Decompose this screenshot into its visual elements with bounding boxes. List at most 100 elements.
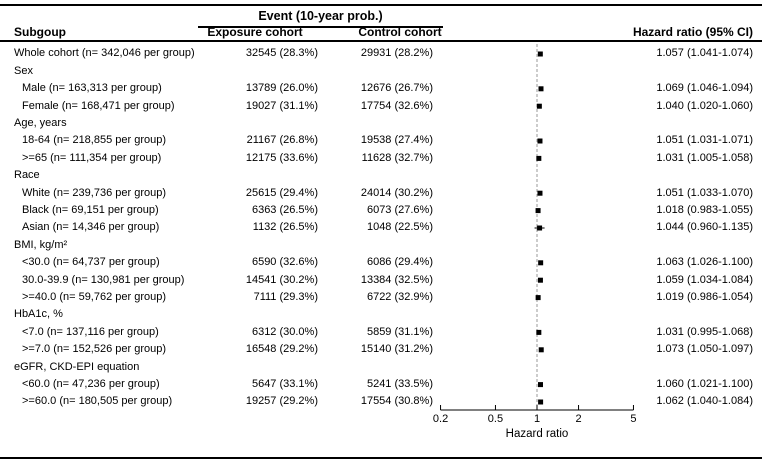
row-label: >=40.0 (n= 59,762 per group)	[22, 290, 167, 303]
x-axis-title: Hazard ratio	[506, 428, 569, 440]
x-axis-tick-label: 0.5	[488, 413, 503, 425]
table-row: <7.0 (n= 137,116 per group) 6312 (30.0%) 5…	[0, 324, 762, 342]
control-value: 6073 (27.6%)	[366, 203, 433, 216]
column-header-hazard-ratio: Hazard ratio (95% CI)	[632, 25, 753, 39]
hazard-ratio-value: 1.031 (1.005-1.058)	[656, 151, 753, 164]
row-label: <7.0 (n= 137,116 per group)	[22, 325, 159, 338]
exposure-value: 5647 (33.1%)	[251, 377, 318, 390]
control-value: 17554 (30.8%)	[360, 395, 433, 408]
x-axis-tick-label: 1	[534, 413, 540, 425]
control-value: 6086 (29.4%)	[366, 256, 433, 269]
control-value: 17754 (32.6%)	[360, 99, 433, 112]
control-value: 15140 (31.2%)	[360, 343, 433, 356]
hazard-ratio-value: 1.057 (1.041-1.074)	[656, 47, 753, 60]
exposure-value: 25615 (29.4%)	[245, 186, 318, 199]
table-row: Whole cohort (n= 342,046 per group) 32545…	[0, 45, 762, 63]
exposure-value: 19027 (31.1%)	[245, 99, 318, 112]
exposure-value: 6363 (26.5%)	[251, 203, 318, 216]
hazard-ratio-value: 1.051 (1.031-1.071)	[656, 134, 753, 147]
table-row: BMI, kg/m²	[0, 237, 762, 255]
table-row: Race	[0, 167, 762, 185]
exposure-value: 14541 (30.2%)	[245, 273, 318, 286]
row-label: Whole cohort (n= 342,046 per group)	[14, 47, 195, 60]
row-label: 18-64 (n= 218,855 per group)	[22, 134, 167, 147]
hazard-ratio-value: 1.044 (0.960-1.135)	[656, 221, 753, 234]
control-value: 11628 (32.7%)	[361, 151, 433, 164]
control-value: 24014 (30.2%)	[360, 186, 433, 199]
row-label: eGFR, CKD-EPI equation	[14, 360, 140, 373]
exposure-value: 13789 (26.0%)	[245, 82, 318, 95]
control-value: 13384 (32.5%)	[360, 273, 433, 286]
column-header-subgroup: Subgoup	[14, 25, 66, 39]
row-label: Black (n= 69,151 per group)	[22, 203, 159, 216]
hazard-ratio-value: 1.069 (1.046-1.094)	[656, 82, 753, 95]
row-label: <30.0 (n= 64,737 per group)	[22, 256, 160, 269]
row-label: Sex	[14, 64, 33, 77]
exposure-value: 6590 (32.6%)	[251, 256, 318, 269]
control-value: 6722 (32.9%)	[366, 290, 433, 303]
row-label: Asian (n= 14,346 per group)	[22, 221, 160, 234]
control-value: 12676 (26.7%)	[360, 82, 433, 95]
table-row: Black (n= 69,151 per group) 6363 (26.5%) 6…	[0, 202, 762, 220]
exposure-value: 6312 (30.0%)	[251, 325, 318, 338]
row-label: >=7.0 (n= 152,526 per group)	[22, 343, 167, 356]
header-rule	[0, 40, 762, 42]
row-label: >=65 (n= 111,354 per group)	[22, 151, 162, 164]
row-label: Age, years	[14, 116, 67, 129]
hazard-ratio-value: 1.031 (0.995-1.068)	[656, 325, 753, 338]
table-row: >=40.0 (n= 59,762 per group) 7111 (29.3%)…	[0, 289, 762, 307]
x-axis-tick-label: 0.2	[433, 413, 448, 425]
hazard-ratio-value: 1.060 (1.021-1.100)	[656, 377, 753, 390]
control-value: 5241 (33.5%)	[366, 377, 433, 390]
x-axis-tick-label: 2	[575, 413, 581, 425]
row-label: HbA1c, %	[14, 308, 63, 321]
control-value: 19538 (27.4%)	[360, 134, 433, 147]
control-value: 1048 (22.5%)	[366, 221, 433, 234]
table-row: Male (n= 163,313 per group) 13789 (26.0%)…	[0, 80, 762, 98]
table-row: eGFR, CKD-EPI equation	[0, 359, 762, 377]
hazard-ratio-value: 1.063 (1.026-1.100)	[656, 256, 753, 269]
exposure-value: 21167 (26.8%)	[246, 134, 318, 147]
table-row: Asian (n= 14,346 per group) 1132 (26.5%) 1…	[0, 219, 762, 237]
hazard-ratio-value: 1.051 (1.033-1.070)	[656, 186, 753, 199]
table-row: Sex	[0, 63, 762, 81]
exposure-value: 12175 (33.6%)	[245, 151, 318, 164]
event-group-underline	[198, 26, 443, 28]
table-row: <30.0 (n= 64,737 per group) 6590 (32.6%) 6…	[0, 254, 762, 272]
row-label: Male (n= 163,313 per group)	[22, 82, 162, 95]
exposure-value: 16548 (29.2%)	[245, 343, 318, 356]
table-row: 30.0-39.9 (n= 130,981 per group) 14541 (3…	[0, 272, 762, 290]
row-label: <60.0 (n= 47,236 per group)	[22, 377, 160, 390]
hazard-ratio-value: 1.019 (0.986-1.054)	[656, 290, 753, 303]
exposure-value: 7111 (29.3%)	[253, 290, 318, 303]
table-row: Age, years	[0, 115, 762, 133]
top-rule	[0, 4, 762, 6]
hazard-ratio-value: 1.018 (0.983-1.055)	[656, 203, 753, 216]
hazard-ratio-value: 1.062 (1.040-1.084)	[656, 395, 753, 408]
column-header-exposure-cohort: Exposure cohort	[207, 25, 303, 39]
column-header-control-cohort: Control cohort	[358, 25, 442, 39]
table-row: >=65 (n= 111,354 per group) 12175 (33.6%)…	[0, 150, 762, 168]
row-label: Race	[14, 169, 40, 182]
table-row: Female (n= 168,471 per group) 19027 (31.1…	[0, 98, 762, 116]
bottom-rule	[0, 457, 762, 459]
control-value: 5859 (31.1%)	[366, 325, 433, 338]
control-value: 29931 (28.2%)	[360, 47, 433, 60]
table-row: 18-64 (n= 218,855 per group) 21167 (26.8%…	[0, 132, 762, 150]
row-label: White (n= 239,736 per group)	[22, 186, 167, 199]
exposure-value: 19257 (29.2%)	[245, 395, 318, 408]
table-row: <60.0 (n= 47,236 per group) 5647 (33.1%) 5…	[0, 376, 762, 394]
row-label: BMI, kg/m²	[14, 238, 68, 251]
hazard-ratio-value: 1.040 (1.020-1.060)	[656, 99, 753, 112]
table-row: White (n= 239,736 per group) 25615 (29.4%…	[0, 185, 762, 203]
table-row: >=60.0 (n= 180,505 per group) 19257 (29.2…	[0, 393, 762, 411]
table-row: HbA1c, %	[0, 306, 762, 324]
table-row: >=7.0 (n= 152,526 per group) 16548 (29.2%…	[0, 341, 762, 359]
row-label: >=60.0 (n= 180,505 per group)	[22, 395, 173, 408]
row-label: Female (n= 168,471 per group)	[22, 99, 175, 112]
event-group-header: Event (10-year prob.)	[258, 9, 383, 23]
hazard-ratio-value: 1.073 (1.050-1.097)	[656, 343, 753, 356]
x-axis-tick-label: 5	[630, 413, 636, 425]
hazard-ratio-value: 1.059 (1.034-1.084)	[656, 273, 753, 286]
exposure-value: 32545 (28.3%)	[245, 47, 318, 60]
